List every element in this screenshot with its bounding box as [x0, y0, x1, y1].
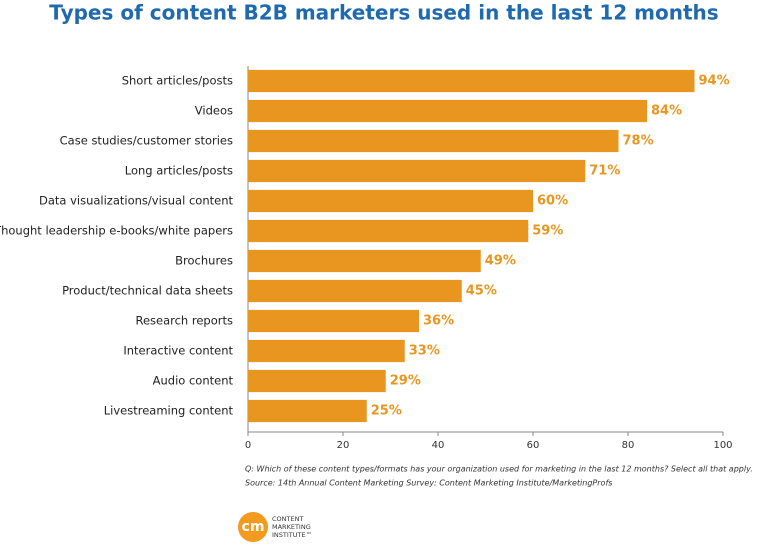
y-tick-label: Product/technical data sheets: [62, 284, 233, 298]
value-label: 94%: [699, 74, 730, 89]
y-tick-label: Case studies/customer stories: [60, 134, 233, 148]
value-label: 49%: [485, 254, 516, 269]
y-tick-label: Short articles/posts: [122, 74, 233, 88]
bar: [248, 159, 586, 183]
bar: [248, 339, 405, 363]
bar: [248, 369, 386, 393]
chart-title: Types of content B2B marketers used in t…: [49, 1, 718, 25]
bar: [248, 129, 619, 153]
y-tick-label: Livestreaming content: [104, 404, 234, 418]
y-tick-label: Research reports: [135, 314, 233, 328]
logo-mark: cm: [242, 519, 265, 535]
value-label: 59%: [532, 224, 563, 239]
x-tick-label: 60: [527, 440, 540, 451]
y-tick-label: Thought leadership e-books/white papers: [0, 224, 233, 238]
value-label: 25%: [371, 404, 402, 419]
x-tick-label: 100: [713, 440, 732, 451]
bar: [248, 99, 647, 123]
x-tick-label: 40: [432, 440, 445, 451]
bar: [248, 69, 695, 93]
value-label: 45%: [466, 284, 497, 299]
y-tick-label: Audio content: [153, 374, 234, 388]
bar: [248, 399, 367, 423]
y-tick-label: Brochures: [175, 254, 233, 268]
source: Source: 14th Annual Content Marketing Su…: [245, 479, 612, 488]
value-label: 84%: [651, 104, 682, 119]
logo-circle: [238, 512, 268, 542]
y-tick-label: Data visualizations/visual content: [39, 194, 234, 208]
value-label: 36%: [423, 314, 454, 329]
y-tick-label: Videos: [195, 104, 233, 118]
bar: [248, 219, 529, 243]
value-label: 71%: [589, 164, 620, 179]
value-label: 78%: [623, 134, 654, 149]
x-tick-label: 20: [337, 440, 350, 451]
y-tick-label: Interactive content: [123, 344, 233, 358]
y-tick-label: Long articles/posts: [125, 164, 233, 178]
logo-text: INSTITUTE™: [272, 531, 312, 539]
x-tick-label: 0: [245, 440, 251, 451]
logo-text: MARKETING: [272, 523, 311, 531]
value-label: 33%: [409, 344, 440, 359]
logo-text: CONTENT: [272, 515, 303, 523]
x-tick-label: 80: [622, 440, 635, 451]
bar: [248, 309, 419, 333]
value-label: 29%: [390, 374, 421, 389]
note: Q: Which of these content types/formats …: [245, 465, 753, 474]
value-label: 60%: [537, 194, 568, 209]
bar: [248, 279, 462, 303]
bar: [248, 249, 481, 273]
bar: [248, 189, 533, 213]
